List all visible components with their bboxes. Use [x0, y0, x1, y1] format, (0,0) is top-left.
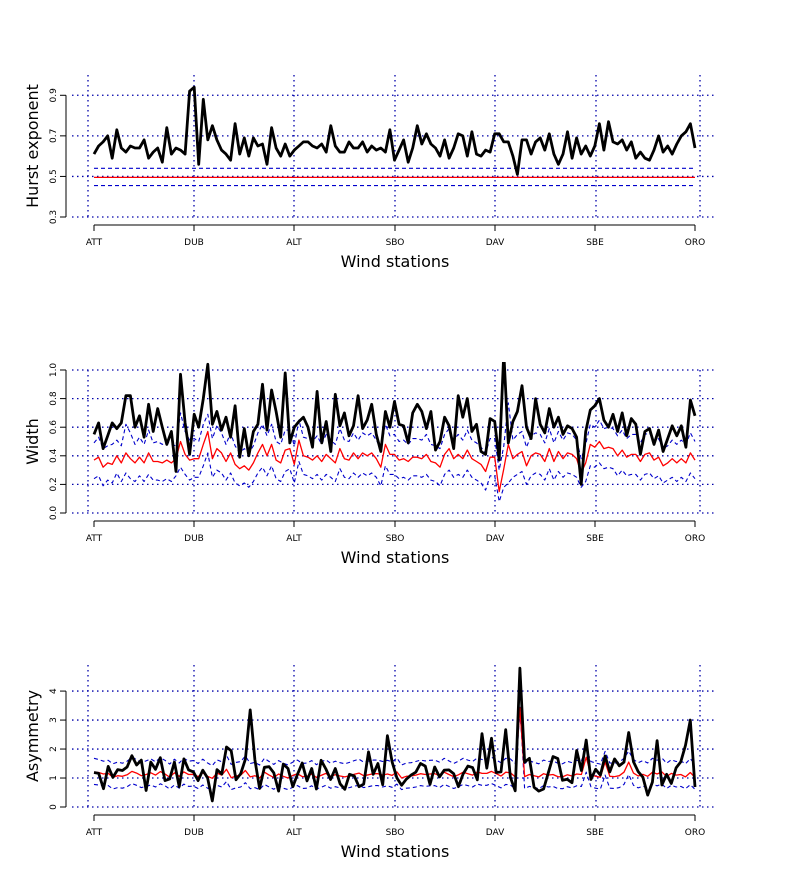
series-upper-band	[93, 402, 696, 471]
x-tick-label-sbo: SBO	[386, 534, 405, 544]
series-observed	[93, 666, 697, 803]
y-axis-title: Asymmetry	[23, 690, 42, 782]
x-tick-label-dav: DAV	[486, 534, 505, 544]
x-tick-label-alt: ALT	[286, 534, 302, 544]
y-tick-label-2: 0.7	[49, 129, 59, 143]
y-tick-label-3: 0.9	[49, 88, 59, 103]
panel-hurst: 0.3 0.5 0.7 0.9 ATT DUB ALT SBO DAV SBE ORO Wind st…	[23, 75, 717, 271]
y-tick-label-0: 0	[49, 804, 59, 810]
y-tick-label-4: 4	[49, 688, 59, 694]
x-tick-label-oro: ORO	[685, 534, 705, 544]
x-tick-label-sbe: SBE	[586, 828, 604, 838]
y-tick-label-2: 0.4	[49, 448, 59, 463]
y-tick-label-3: 0.6	[49, 420, 59, 435]
y-axis-title: Hurst exponent	[23, 84, 42, 208]
y-tick-label-4: 0.8	[49, 391, 59, 406]
y-tick-label-1: 0.2	[49, 477, 59, 491]
x-tick-label-oro: ORO	[685, 238, 705, 248]
x-tick-label-att: ATT	[86, 828, 103, 838]
x-tick-label-dub: DUB	[184, 828, 204, 838]
series-mean	[93, 430, 696, 493]
series-lower-band	[93, 705, 696, 791]
y-tick-label-1: 0.5	[49, 169, 59, 183]
x-tick-label-sbo: SBO	[386, 828, 405, 838]
series-lower-band	[93, 452, 696, 503]
y-tick-label-0: 0.0	[49, 506, 59, 521]
y-axis-title: Width	[23, 418, 42, 464]
panel-width: 0.0 0.2 0.4 0.6 0.8 1.0 ATT DUB ALT SBO DAV SBE ORO W…	[23, 362, 717, 567]
x-tick-label-dub: DUB	[184, 534, 204, 544]
x-tick-label-dav: DAV	[486, 238, 505, 248]
series-observed	[92, 362, 697, 486]
x-tick-label-alt: ALT	[286, 238, 302, 248]
x-tick-label-alt: ALT	[286, 828, 302, 838]
x-axis-title: Wind stations	[341, 548, 450, 567]
x-tick-label-att: ATT	[86, 238, 103, 248]
y-tick-label-0: 0.3	[49, 210, 59, 224]
y-tick-label-1: 1	[49, 775, 59, 781]
panel-asymmetry: 0 1 2 3 4 ATT DUB ALT SBO DAV SBE ORO Wind stations A…	[23, 665, 717, 861]
x-tick-label-dav: DAV	[486, 828, 505, 838]
x-axis-title: Wind stations	[341, 842, 450, 861]
x-tick-label-sbe: SBE	[586, 238, 604, 248]
x-tick-label-dub: DUB	[184, 238, 204, 248]
x-tick-label-oro: ORO	[685, 828, 705, 838]
x-tick-label-att: ATT	[86, 534, 103, 544]
x-tick-label-sbe: SBE	[586, 534, 604, 544]
y-tick-label-2: 2	[49, 746, 59, 752]
series-upper-band	[93, 713, 696, 767]
y-tick-label-3: 3	[49, 717, 59, 723]
series-observed	[92, 85, 697, 176]
x-axis-title: Wind stations	[341, 252, 450, 271]
y-tick-label-5: 1.0	[49, 363, 59, 378]
x-tick-label-sbo: SBO	[386, 238, 405, 248]
